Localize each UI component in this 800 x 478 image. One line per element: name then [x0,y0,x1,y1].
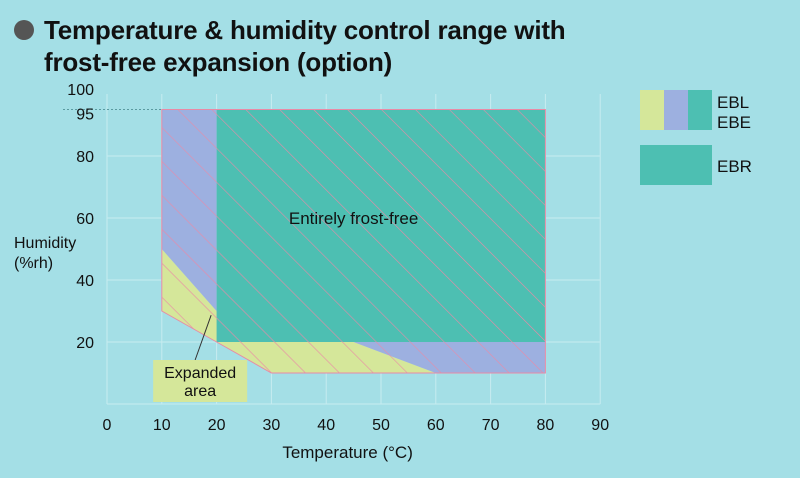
title-bullet-icon [14,20,34,40]
y-tick-label: 60 [76,211,94,228]
x-tick-label: 70 [482,417,500,434]
legend-label: EBL [717,93,749,112]
axes: 0 10 20 30 40 50 60 70 80 90 20 40 60 80 95 100 Temperat… [14,82,609,462]
legend-swatch [688,90,712,130]
y-tick-label: 20 [76,335,94,352]
y-tick-label: 95 [76,107,94,124]
y-axis-label: (%rh) [14,255,53,272]
x-tick-label: 80 [537,417,555,434]
y-axis-label: Humidity [14,235,76,252]
x-tick-label: 50 [372,417,390,434]
x-tick-label: 20 [208,417,226,434]
x-tick-label: 10 [153,417,171,434]
x-tick-label: 0 [103,417,112,434]
annotation-expanded-area: area [184,383,216,400]
y-tick-label: 100 [67,82,94,99]
annotation-frost-free: Entirely frost-free [289,209,418,228]
legend-swatch [640,145,712,185]
annotation-expanded-area: Expanded [164,365,236,382]
x-tick-label: 90 [591,417,609,434]
hatched-outline [161,109,546,374]
chart-title: Temperature & humidity control range wit… [44,14,566,78]
y-tick-label: 80 [76,149,94,166]
chart-title-block: Temperature & humidity control range wit… [14,14,566,78]
x-tick-label: 40 [317,417,335,434]
legend-label: EBR [717,157,752,176]
x-tick-label: 60 [427,417,445,434]
legend-swatch [664,90,688,130]
region-layer [63,109,546,374]
y-tick-label: 40 [76,273,94,290]
chart-title-line-2: frost-free expansion (option) [44,47,393,77]
chart-title-line-1: Temperature & humidity control range wit… [44,15,566,45]
x-axis-label: Temperature (°C) [282,443,413,462]
annotation-pointer [194,315,212,361]
x-tick-label: 30 [263,417,281,434]
legend-swatch [640,90,664,130]
legend-label: EBE [717,113,751,132]
annotation-box [153,360,248,402]
